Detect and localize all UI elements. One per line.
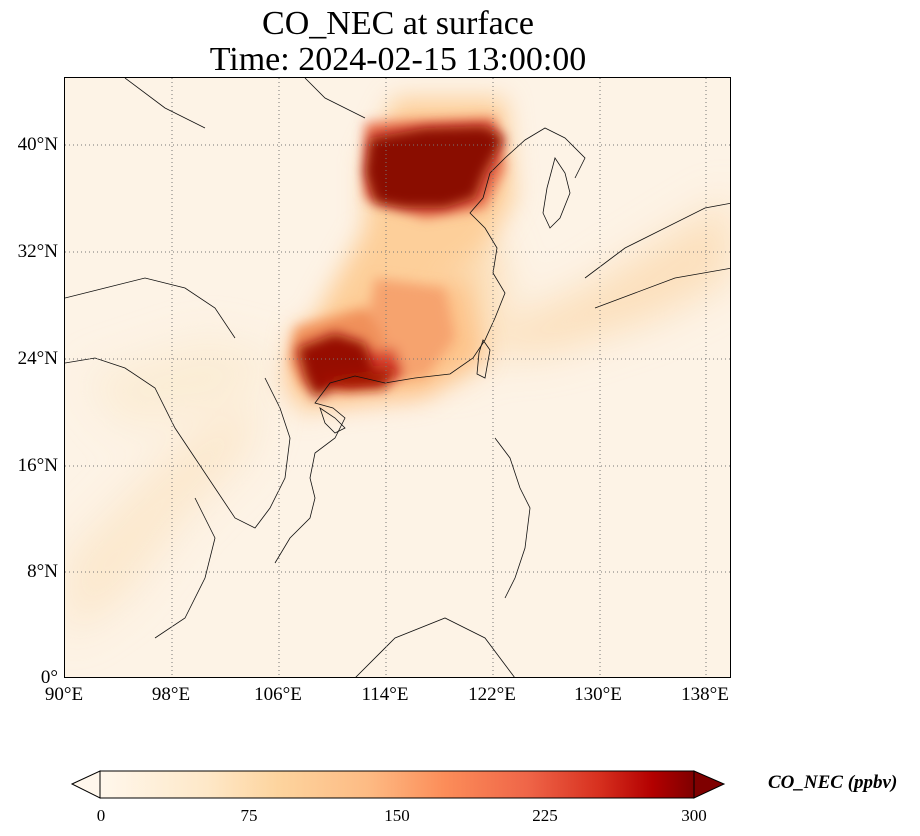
bohai-coast bbox=[489, 127, 586, 179]
colorbar-label: CO_NEC (ppbv) bbox=[768, 772, 898, 793]
borneo-coast bbox=[355, 617, 515, 677]
map-svg bbox=[65, 78, 730, 677]
lon-tick-138E: 138°E bbox=[681, 684, 729, 705]
colorbar-extend-max bbox=[693, 770, 726, 799]
lat-tick-0: 0° bbox=[40, 667, 58, 688]
korea-peninsula bbox=[542, 157, 571, 229]
colorbar-gradient bbox=[99, 770, 695, 799]
colorbar-tick-300: 300 bbox=[681, 806, 707, 825]
taiwan-island bbox=[476, 339, 491, 379]
lat-tick-24N: 24°N bbox=[17, 348, 58, 369]
colorbar-tick-0: 0 bbox=[96, 806, 106, 825]
lon-tick-122E: 122°E bbox=[468, 684, 516, 705]
lat-tick-32N: 32°N bbox=[17, 241, 58, 262]
map-time: Time: 2024-02-15 13:00:00 bbox=[209, 41, 587, 78]
colorbar-extend-min bbox=[70, 770, 101, 799]
inland-border bbox=[65, 277, 236, 339]
lon-tick-98E: 98°E bbox=[151, 684, 191, 705]
gridlines bbox=[65, 78, 730, 677]
lon-tick-106E: 106°E bbox=[254, 684, 302, 705]
colorbar-tick-75: 75 bbox=[240, 806, 258, 825]
lat-tick-16N: 16°N bbox=[17, 455, 58, 476]
malay-coast bbox=[154, 497, 216, 639]
colorbar-tick-150: 150 bbox=[384, 806, 410, 825]
colorbar-tick-225: 225 bbox=[532, 806, 558, 825]
lon-tick-130E: 130°E bbox=[574, 684, 622, 705]
lon-tick-90E: 90°E bbox=[44, 684, 84, 705]
china-coast bbox=[274, 172, 506, 564]
lat-tick-8N: 8°N bbox=[27, 561, 58, 582]
plume-dark bbox=[297, 126, 505, 398]
japan-coast bbox=[584, 202, 730, 309]
northern-border bbox=[124, 78, 366, 129]
lon-tick-114E: 114°E bbox=[361, 684, 409, 705]
map-panel bbox=[64, 77, 731, 678]
colorbar bbox=[70, 770, 726, 799]
map-title: CO_NEC at surface bbox=[262, 5, 534, 42]
hainan-island bbox=[319, 407, 346, 434]
coastlines bbox=[65, 78, 730, 677]
philippines-coast bbox=[494, 437, 531, 599]
indochina-border bbox=[65, 357, 291, 529]
lat-tick-40N: 40°N bbox=[17, 134, 58, 155]
